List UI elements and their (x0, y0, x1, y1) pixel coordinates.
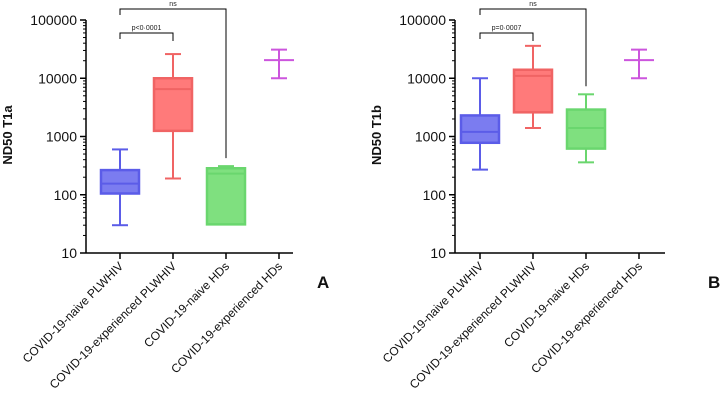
y-tick-label: 10 (430, 245, 446, 261)
significance-bracket (119, 32, 174, 41)
y-tick-label: 100000 (30, 12, 77, 28)
y-axis-title-b: ND50 T1b (369, 105, 384, 165)
box-1 (99, 148, 141, 227)
significance-label: p=0·0007 (492, 25, 522, 32)
box-1 (459, 77, 501, 171)
iqr-box (565, 108, 607, 150)
panel-a: ND50 T1a A 10 100 1000 10000 100000 COVID-19-… (0, 1, 329, 392)
panel-label-b: B (708, 273, 720, 292)
y-tick-label: 100000 (399, 12, 446, 28)
significance-bracket (119, 8, 227, 159)
significance-label: ns (169, 1, 177, 8)
y-tick-label: 1000 (46, 129, 77, 145)
box-3 (205, 165, 247, 226)
significance-label: ns (529, 1, 537, 8)
iqr-box (205, 167, 247, 226)
y-tick-label: 100 (423, 187, 447, 203)
y-tick-label: 10000 (38, 70, 77, 86)
x-category-label: COVID-19-experienced HDs (528, 259, 645, 376)
x-category-label: COVID-19-naive PLWHIV (380, 259, 486, 365)
y-tick-label: 100 (54, 187, 78, 203)
box-3 (565, 93, 607, 164)
y-tick-label: 10000 (407, 70, 446, 86)
panel-label-a: A (317, 273, 329, 292)
iqr-box (459, 114, 501, 145)
box-4 (624, 48, 654, 80)
box-4 (264, 48, 294, 80)
box-2 (512, 44, 554, 129)
significance-bracket (479, 8, 587, 87)
y-tick-label: 1000 (415, 129, 446, 145)
significance-label: p<0·0001 (132, 25, 162, 32)
significance-bracket (479, 32, 534, 41)
box-2 (152, 53, 194, 180)
x-category-label: COVID-19-naive PLWHIV (20, 259, 126, 365)
panel-b: ND50 T1b B 10 100 1000 10000 100000 COVID-19-… (369, 1, 720, 392)
x-category-label: COVID-19-experienced HDs (168, 259, 285, 376)
y-axis-title-a: ND50 T1a (0, 105, 15, 165)
iqr-box (99, 168, 141, 195)
y-tick-label: 10 (61, 245, 77, 261)
iqr-box (152, 77, 194, 133)
